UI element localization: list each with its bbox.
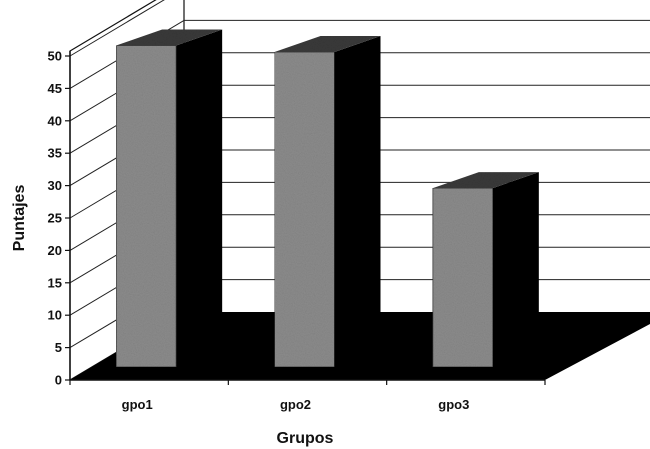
bar-side-face	[176, 29, 223, 368]
x-axis-labels: gpo1 gpo2 gpo3	[122, 397, 470, 412]
bar-side-face	[334, 36, 381, 367]
y-tick-label: 5	[55, 340, 62, 355]
y-tick-label: 35	[48, 146, 62, 161]
y-tick-label: 45	[48, 81, 62, 96]
y-tick-label: 0	[55, 373, 62, 388]
y-tick-label: 25	[48, 211, 62, 226]
bars	[115, 29, 539, 368]
y-tick-label: 40	[48, 113, 62, 128]
bar-gpo2	[274, 36, 381, 368]
y-tick-label: 20	[48, 243, 62, 258]
y-tick-label: 50	[48, 49, 62, 64]
bar-gpo1	[115, 29, 223, 368]
bar-front-face	[274, 51, 335, 368]
bar-front-face	[115, 45, 177, 368]
bar-front-face	[432, 187, 494, 368]
x-tick-label-gpo1: gpo1	[122, 397, 153, 412]
bar-top-face	[116, 29, 223, 46]
bar-top-face	[274, 36, 381, 52]
axes	[69, 51, 546, 385]
x-tick-label-gpo3: gpo3	[438, 397, 469, 412]
y-tick-label: 15	[48, 275, 62, 290]
y-axis-title: Puntajes	[11, 185, 28, 252]
gridline-side	[69, 0, 165, 57]
bar-gpo3	[432, 172, 539, 368]
y-tick-label: 30	[48, 178, 62, 193]
y-axis-ticks: 0 5 10 15 20 25 30 35 40 45 50	[48, 49, 70, 388]
x-tick-label-gpo2: gpo2	[280, 397, 311, 412]
bar-side-face	[492, 172, 539, 367]
bar-top-face	[432, 172, 539, 189]
y-tick-label: 10	[48, 308, 62, 323]
x-axis-title: Grupos	[277, 430, 334, 447]
